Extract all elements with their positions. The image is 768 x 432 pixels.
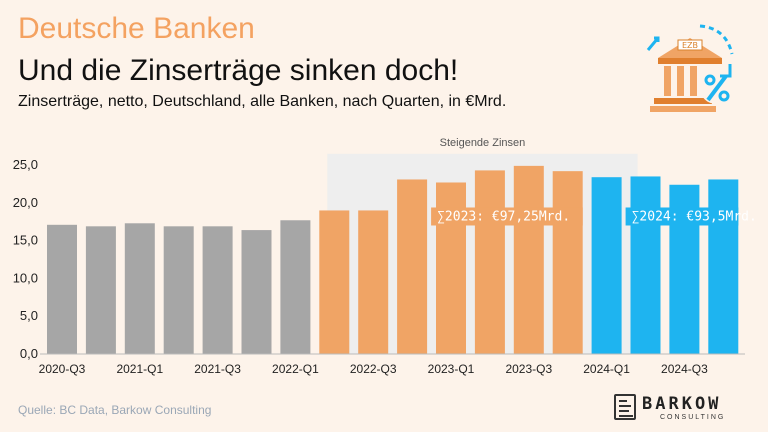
x-tick-label: 2024-Q1 bbox=[583, 362, 630, 376]
shaded-region-label: Steigende Zinsen bbox=[440, 137, 526, 149]
barkow-logo-icon bbox=[614, 394, 636, 420]
bar-2021-Q1 bbox=[124, 223, 155, 354]
kicker-title: Deutsche Banken bbox=[18, 12, 255, 45]
bar-2023-Q2 bbox=[474, 170, 505, 354]
y-tick-label: 25,0 bbox=[13, 157, 38, 172]
barkow-logo: BARKOW CONSULTING bbox=[614, 394, 744, 424]
y-tick-label: 20,0 bbox=[13, 195, 38, 210]
bar-2020-Q3 bbox=[47, 224, 77, 354]
logo-tag: CONSULTING bbox=[660, 414, 726, 421]
x-tick-label: 2023-Q3 bbox=[505, 362, 552, 376]
bar-2024-Q1 bbox=[591, 177, 622, 354]
annotation-label-1: ∑2023: €97,25Mrd. bbox=[437, 209, 570, 224]
chart-subtitle: Zinserträge, netto, Deutschland, alle Ba… bbox=[18, 93, 507, 110]
bar-2023-Q4 bbox=[552, 171, 583, 354]
x-tick-label: 2021-Q1 bbox=[116, 362, 163, 376]
annotation-box-1 bbox=[431, 207, 583, 226]
bar-2022-Q3 bbox=[358, 210, 389, 354]
ezb-label: EZB bbox=[682, 41, 698, 50]
y-tick-label: 5,0 bbox=[20, 308, 38, 323]
annotation-label-2: ∑2024: €93,5Mrd. bbox=[632, 209, 757, 224]
bar-2020-Q4 bbox=[85, 226, 116, 354]
annotation-box-2 bbox=[625, 207, 739, 226]
bar-2024-Q2 bbox=[630, 176, 661, 354]
bar-2022-Q2 bbox=[319, 210, 350, 354]
bar-2024-Q4 bbox=[708, 179, 739, 354]
bar-2021-Q4 bbox=[241, 230, 272, 354]
x-tick-label: 2022-Q1 bbox=[272, 362, 319, 376]
bar-2021-Q2 bbox=[163, 226, 194, 354]
x-tick-label: 2021-Q3 bbox=[194, 362, 241, 376]
bar-2022-Q1 bbox=[280, 220, 311, 354]
x-tick-label: 2023-Q1 bbox=[428, 362, 475, 376]
logo-word: BARKOW bbox=[642, 394, 722, 414]
y-tick-label: 10,0 bbox=[13, 270, 38, 285]
bar-2021-Q3 bbox=[202, 226, 233, 354]
bar-2022-Q4 bbox=[397, 179, 428, 354]
x-tick-label: 2022-Q3 bbox=[350, 362, 397, 376]
y-tick-label: 0,0 bbox=[20, 346, 38, 361]
x-tick-label: 2024-Q3 bbox=[661, 362, 708, 376]
page-title: Und die Zinserträge sinken doch! bbox=[18, 54, 459, 87]
bar-2023-Q3 bbox=[513, 165, 544, 354]
ezb-bank-icon: EZB bbox=[646, 24, 734, 112]
source-note: Quelle: BC Data, Barkow Consulting bbox=[18, 403, 212, 417]
x-tick-label: 2020-Q3 bbox=[39, 362, 86, 376]
bar-chart: Steigende Zinsen 0,0 5,0 10,0 15,0 20,0 25,0 20… bbox=[13, 137, 757, 376]
y-tick-label: 15,0 bbox=[13, 233, 38, 248]
